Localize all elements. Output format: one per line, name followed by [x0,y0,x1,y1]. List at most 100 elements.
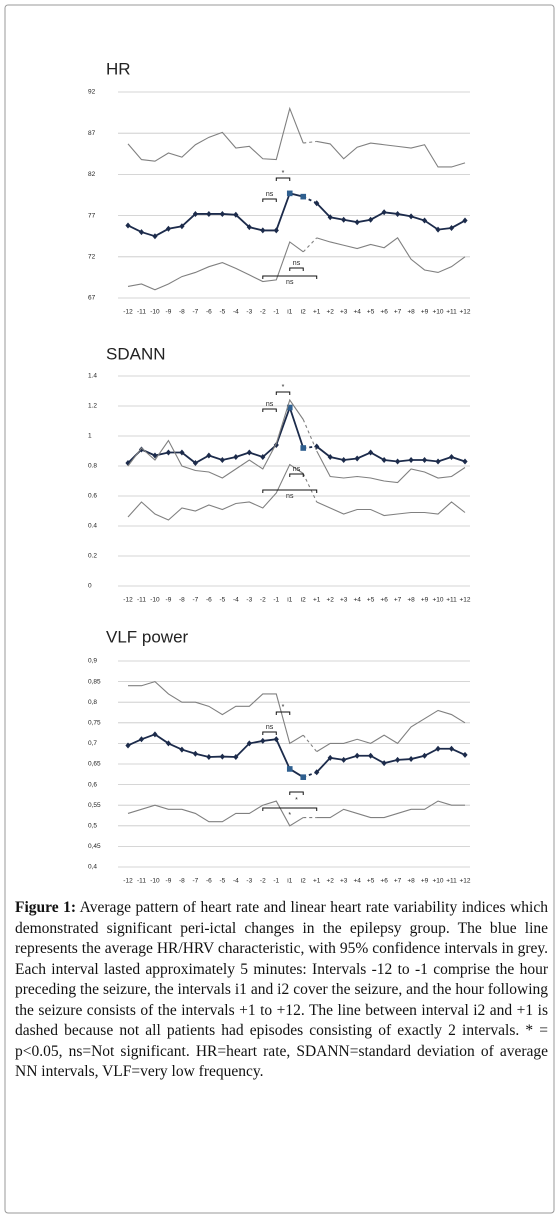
marker [462,751,468,758]
x-tick-label: i1 [287,597,292,604]
y-tick-label: 0,4 [88,864,97,871]
x-tick-label: +5 [367,878,375,885]
highlight-marker [286,190,293,197]
significance-bracket [289,791,304,795]
x-tick-label: -8 [179,309,185,316]
ci-line [302,473,318,503]
significance-label: * [288,812,291,819]
significance-bracket [275,711,291,715]
x-tick-label: +8 [407,878,415,885]
y-tick-label: 82 [88,171,96,178]
x-tick-label: -5 [219,309,225,316]
highlight-marker [286,766,293,772]
y-tick-label: 0,55 [88,802,101,809]
marker [152,452,158,459]
marker [314,769,320,776]
marker [233,211,239,218]
marker [354,219,360,226]
y-tick-label: 0,85 [88,678,101,685]
x-tick-label: -4 [233,309,239,316]
y-tick-label: 0,7 [88,740,97,747]
x-tick-label: +3 [340,597,348,604]
y-tick-label: 67 [88,295,96,302]
x-tick-label: -9 [166,309,172,316]
ci-line [316,237,466,274]
significance-bracket [262,198,277,202]
ci-line [316,450,466,484]
y-tick-label: 1.4 [88,373,97,380]
x-tick-label: +4 [353,597,361,604]
x-tick-label: -3 [246,878,252,885]
significance-label: ns [266,401,274,408]
x-tick-label: +5 [367,309,375,316]
x-tick-label: +2 [326,597,334,604]
marker [192,460,198,466]
x-tick-label: i2 [301,597,306,604]
x-tick-label: -2 [260,309,266,316]
significance-bracket [262,807,318,811]
x-tick-label: +10 [433,878,444,885]
significance-bracket [275,177,291,181]
x-tick-label: -3 [246,309,252,316]
x-tick-label: +7 [394,309,402,316]
marker [395,210,401,217]
x-tick-label: +8 [407,309,415,316]
marker [421,217,428,224]
marker [192,210,198,217]
marker [273,227,279,234]
x-tick-label: +3 [340,878,348,885]
marker [246,449,252,456]
marker [125,742,131,749]
ci-line [128,680,304,745]
highlight-marker [286,404,293,411]
x-tick-label: -11 [137,597,146,604]
significance-bracket [275,391,291,395]
x-tick-label: -4 [233,597,239,604]
y-tick-label: 92 [88,89,96,96]
x-tick-label: +11 [446,309,457,316]
marker [448,224,455,231]
x-tick-label: -11 [137,878,146,885]
x-tick-label: -7 [193,309,199,316]
marker [125,222,131,229]
chart-title: SDANN [106,344,166,363]
y-tick-label: 0,75 [88,720,101,727]
x-tick-label: -1 [273,597,279,604]
x-tick-label: -10 [150,878,160,885]
x-tick-label: -1 [273,309,279,316]
x-tick-label: +2 [326,309,334,316]
ci-line [127,241,304,291]
significance-bracket [262,408,277,412]
marker [354,455,360,462]
marker [219,457,225,463]
significance-label: * [282,384,285,391]
x-tick-label: -9 [166,878,172,885]
y-tick-label: 0,8 [88,699,97,706]
x-tick-label: +10 [433,597,444,604]
significance-label: ns [293,260,301,267]
x-tick-label: -8 [179,878,185,885]
x-tick-label: +1 [313,597,321,604]
x-tick-label: -8 [179,597,185,604]
x-tick-label: -6 [206,309,212,316]
ci-line [316,709,466,753]
marker [206,210,212,217]
x-tick-label: -12 [123,597,133,604]
marker [327,214,333,221]
marker [206,753,212,760]
x-tick-label: +3 [340,309,348,316]
chart-title: VLF power [106,627,189,646]
mean-line [316,747,466,773]
marker [179,449,185,456]
significance-label: * [282,704,285,711]
y-tick-label: 0,6 [88,781,97,788]
marker [273,736,279,743]
marker [179,223,185,230]
marker [341,216,347,223]
marker [314,443,320,450]
x-tick-label: -7 [193,597,199,604]
x-tick-label: +11 [446,878,457,885]
marker [421,457,428,463]
marker [219,753,225,760]
y-tick-label: 0,5 [88,823,97,830]
